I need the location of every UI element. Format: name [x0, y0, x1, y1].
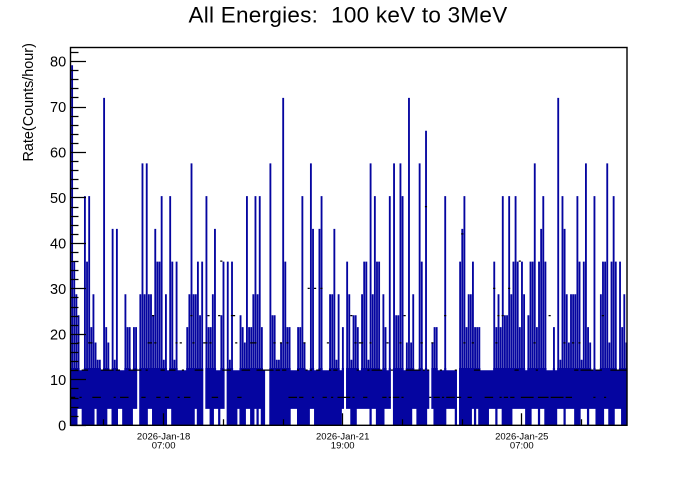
svg-text:19:00: 19:00 — [331, 441, 355, 452]
svg-text:40: 40 — [50, 237, 66, 253]
svg-text:80: 80 — [50, 55, 66, 71]
svg-text:70: 70 — [50, 100, 66, 116]
svg-text:60: 60 — [50, 146, 66, 162]
svg-text:30: 30 — [50, 282, 66, 298]
svg-text:Rate(Counts/hour): Rate(Counts/hour) — [21, 43, 37, 161]
svg-text:2026-Jan-21: 2026-Jan-21 — [316, 432, 369, 443]
svg-text:All Energies: 100 keV to 3MeV: All Energies: 100 keV to 3MeV — [189, 2, 508, 27]
svg-text:10: 10 — [50, 373, 66, 389]
svg-text:20: 20 — [50, 328, 66, 344]
svg-text:07:00: 07:00 — [152, 441, 176, 452]
svg-text:2026-Jan-18: 2026-Jan-18 — [137, 432, 190, 443]
svg-text:07:00: 07:00 — [510, 441, 534, 452]
svg-text:0: 0 — [58, 419, 66, 435]
svg-text:50: 50 — [50, 191, 66, 207]
svg-text:2026-Jan-25: 2026-Jan-25 — [495, 432, 548, 443]
